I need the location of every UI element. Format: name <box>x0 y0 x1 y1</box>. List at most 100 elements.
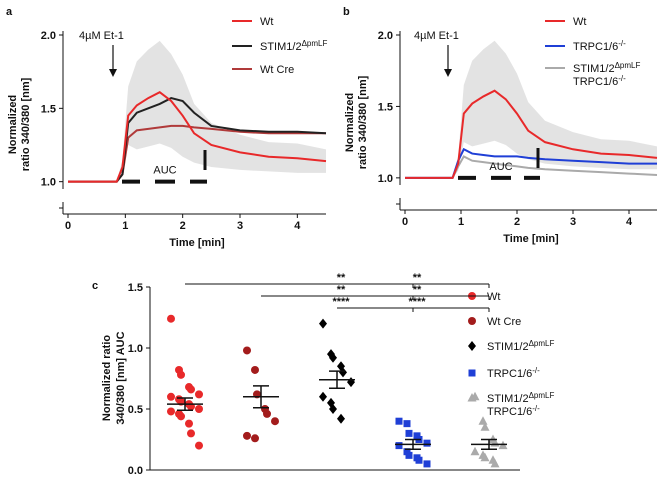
series-line <box>68 91 327 183</box>
data-point <box>319 391 327 402</box>
legend-superscript: -/- <box>618 39 626 48</box>
data-point <box>415 456 423 464</box>
y-tick-label: 2.0 <box>378 30 393 42</box>
x-tick-label: 3 <box>237 220 243 232</box>
legend-text: Wt Cre <box>260 64 294 76</box>
data-point <box>470 446 480 456</box>
x-tick-label: 0 <box>65 220 71 232</box>
sem-bar <box>481 438 497 451</box>
legend-text: Wt <box>487 291 500 303</box>
sem-bar <box>177 397 193 411</box>
x-tick-label: 1 <box>458 216 464 228</box>
legend-label: Wt <box>260 16 273 28</box>
legend-label: STIM1/2ΔpmLF <box>487 339 554 353</box>
x-axis-label: Time [min] <box>503 233 559 245</box>
significance-label: ** <box>337 272 346 284</box>
series-line <box>405 89 658 179</box>
error-band <box>68 40 326 182</box>
x-tick-label: 0 <box>402 216 408 228</box>
data-point <box>187 385 195 394</box>
data-point <box>403 448 411 456</box>
legend-superscript: -/- <box>532 366 540 375</box>
significance-label: **** <box>332 296 350 308</box>
legend-marker <box>468 317 476 325</box>
y-tick-label: 1.5 <box>378 101 393 113</box>
data-point <box>329 404 337 414</box>
x-tick-label: 3 <box>570 216 576 228</box>
legend-superscript: ΔpmLF <box>529 339 555 348</box>
legend-superscript: -/- <box>532 404 540 413</box>
data-point <box>423 460 431 468</box>
legend-superscript: ΔpmLF <box>615 61 641 70</box>
legend-text: TRPC1/6 <box>487 368 532 380</box>
data-point <box>195 405 203 413</box>
series-line <box>68 97 327 183</box>
legend-superscript: -/- <box>618 74 626 83</box>
data-point <box>251 434 259 443</box>
stimulus-arrowhead <box>444 69 452 77</box>
error-band <box>405 40 657 178</box>
legend-label: Wt Cre <box>260 64 294 76</box>
x-tick-label: 2 <box>180 220 186 232</box>
y-tick-label: 0.0 <box>128 465 143 477</box>
y-tick-label: 1.0 <box>128 343 143 355</box>
panel-label: a <box>6 6 13 18</box>
stimulus-arrowhead <box>109 69 117 77</box>
x-tick-label: 4 <box>626 216 633 228</box>
x-tick-label: 1 <box>122 220 128 232</box>
sem-bar <box>253 385 269 409</box>
data-point <box>263 409 271 418</box>
data-point <box>251 365 259 374</box>
legend-text: TRPC1/6 <box>487 406 532 418</box>
y-tick-label: 1.5 <box>41 103 56 115</box>
data-point <box>177 412 185 421</box>
data-point <box>177 370 185 379</box>
y-tick-label: 1.0 <box>41 177 56 189</box>
data-point <box>480 422 490 431</box>
legend-label: Wt Cre <box>487 316 521 328</box>
data-point <box>339 367 347 378</box>
x-axis-label: Time [min] <box>169 237 225 249</box>
legend-label: Wt <box>573 16 586 28</box>
legend-label: TRPC1/6-/- <box>573 39 626 53</box>
y-tick-label: 2.0 <box>41 30 56 42</box>
y-axis-label: ratio 340/380 [nm] <box>20 77 32 171</box>
data-point <box>243 346 251 355</box>
data-point <box>195 441 203 450</box>
legend-text: Wt <box>260 16 273 28</box>
legend-text: STIM1/2 <box>487 393 529 405</box>
significance-label: **** <box>408 296 426 308</box>
legend-label: TRPC1/6-/- <box>487 366 540 380</box>
data-point <box>490 458 500 468</box>
panel-label: b <box>343 6 350 18</box>
data-point <box>167 392 175 401</box>
legend-marker <box>468 369 476 377</box>
legend-text: STIM1/2 <box>487 341 529 353</box>
x-tick-label: 2 <box>514 216 520 228</box>
legend-label: STIM1/2ΔpmLF <box>260 39 327 53</box>
legend-label: STIM1/2ΔpmLF <box>573 61 640 75</box>
y-axis-label: Normalized <box>344 93 356 152</box>
legend-marker <box>468 341 476 351</box>
data-point <box>405 429 413 437</box>
legend-text: TRPC1/6 <box>573 41 618 53</box>
data-point <box>395 417 403 425</box>
y-tick-label: 0.5 <box>128 404 143 416</box>
legend-label: TRPC1/6-/- <box>573 74 626 88</box>
y-axis-label: 340/380 [nm] AUC <box>115 331 127 424</box>
data-point <box>395 442 403 450</box>
data-point <box>480 452 490 462</box>
data-point <box>329 352 337 363</box>
y-tick-label: 1.0 <box>378 173 393 185</box>
panel-label: c <box>92 280 98 292</box>
legend-superscript: ΔpmLF <box>529 391 555 400</box>
sem-bar <box>329 370 345 390</box>
auc-label: AUC <box>489 161 512 173</box>
y-tick-label: 1.5 <box>128 282 143 294</box>
data-point <box>347 377 355 388</box>
data-point <box>413 432 421 440</box>
data-point <box>403 420 411 428</box>
significance-label: ** <box>413 284 422 296</box>
data-point <box>195 390 203 399</box>
